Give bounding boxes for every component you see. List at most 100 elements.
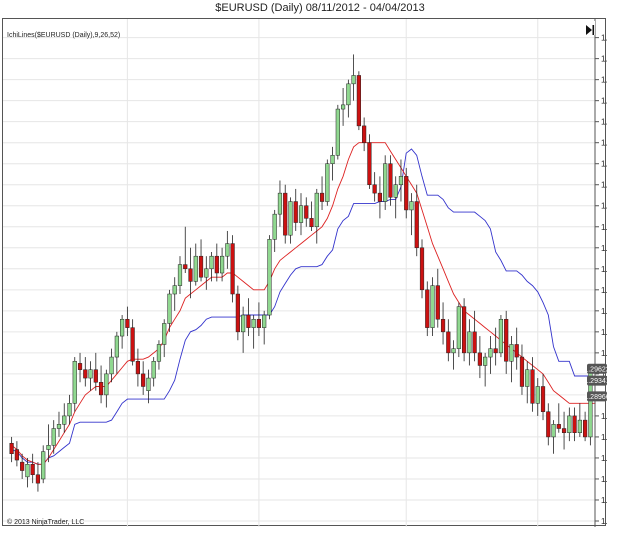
price-tag-bg <box>587 391 607 402</box>
candle <box>77 352 83 383</box>
candle <box>30 453 35 484</box>
candle-body <box>214 255 219 274</box>
candle-body <box>583 419 588 438</box>
candle <box>309 201 314 231</box>
candle <box>577 403 582 437</box>
candle <box>325 159 330 206</box>
chart-svg: 1.3750 1.3700 1.3650 1.3600 1.3550 1.3500 1.34… <box>3 19 607 527</box>
candle-body <box>456 306 461 349</box>
candle <box>414 184 419 257</box>
play-icon-bar[interactable] <box>592 25 595 35</box>
play-icon[interactable] <box>586 25 592 35</box>
candle <box>251 315 256 349</box>
candle <box>446 319 451 362</box>
candle-body <box>419 247 425 291</box>
candle <box>109 348 114 383</box>
candle <box>435 268 440 328</box>
candle-body <box>51 428 56 446</box>
candle <box>477 336 482 379</box>
candle-body <box>577 419 582 433</box>
candle-body <box>98 382 104 396</box>
candle-body <box>83 369 88 379</box>
candle-body <box>262 314 267 328</box>
indicator-label: IchiLines($EURUSD (Daily),9,26,52) <box>7 32 120 39</box>
candle <box>346 79 351 118</box>
candle <box>120 315 125 349</box>
candle-body <box>41 451 46 480</box>
candle <box>93 352 98 391</box>
candle <box>467 319 472 366</box>
candle <box>456 302 461 358</box>
candle-body <box>183 264 188 270</box>
candle-body <box>14 449 19 461</box>
candle-body <box>56 424 62 429</box>
candles <box>9 54 593 492</box>
candle <box>535 378 540 416</box>
candle <box>398 159 404 202</box>
y-tick-label: 1.2850 <box>601 412 607 421</box>
candle-body <box>404 176 409 211</box>
candle <box>488 336 493 374</box>
candle-body <box>304 205 309 219</box>
y-tick-label: 1.3500 <box>601 139 607 148</box>
candle <box>241 306 246 353</box>
candle-body <box>241 314 246 333</box>
candle-body <box>393 184 398 198</box>
candle <box>20 453 25 479</box>
candle-body <box>525 369 530 387</box>
candle-body <box>440 318 446 333</box>
candle <box>198 239 204 282</box>
candle <box>177 256 183 295</box>
y-tick-label: 1.3400 <box>601 181 607 190</box>
y-tick-label: 1.3100 <box>601 307 607 316</box>
candle-body <box>546 411 551 438</box>
candle <box>125 306 130 337</box>
candle <box>283 184 288 244</box>
candle-body <box>462 306 467 354</box>
candle-body <box>383 163 388 202</box>
candle <box>62 403 67 433</box>
candle-body <box>9 442 14 454</box>
candle <box>225 230 230 269</box>
candle-body <box>488 348 493 358</box>
candle-body <box>446 331 451 354</box>
candle <box>425 281 430 337</box>
price-tag-bg <box>587 363 607 374</box>
candle <box>572 407 577 442</box>
candle-body <box>340 104 346 110</box>
y-tick-label: 1.3450 <box>601 160 607 169</box>
candle-body <box>77 363 83 370</box>
candle <box>340 88 346 126</box>
candle-body <box>35 474 41 484</box>
price-tag: 1.28966 <box>584 391 607 402</box>
candle-body <box>540 386 546 412</box>
candle <box>298 193 304 236</box>
candle-body <box>120 318 125 337</box>
candle <box>183 226 188 273</box>
y-tick-label: 1.3750 <box>601 34 607 43</box>
candle <box>388 155 393 206</box>
candle <box>135 348 140 387</box>
candle-body <box>493 348 498 354</box>
candle <box>556 403 561 433</box>
candle <box>356 71 361 131</box>
candle-body <box>409 201 414 211</box>
candle <box>130 319 135 366</box>
candle-body <box>530 369 535 404</box>
candle <box>83 357 88 387</box>
candle-body <box>88 369 93 379</box>
candle <box>104 369 109 408</box>
candle <box>583 411 588 442</box>
candle-body <box>567 415 572 433</box>
candle-body <box>325 163 330 202</box>
candle <box>462 298 467 362</box>
candle-body <box>356 75 361 127</box>
candle-body <box>135 361 140 375</box>
plot-area[interactable]: 1.3750 1.3700 1.3650 1.3600 1.3550 1.3500 1.34… <box>2 18 607 527</box>
candle <box>367 134 372 189</box>
candle <box>483 352 488 387</box>
candle <box>204 256 209 290</box>
play-button[interactable] <box>583 21 595 35</box>
